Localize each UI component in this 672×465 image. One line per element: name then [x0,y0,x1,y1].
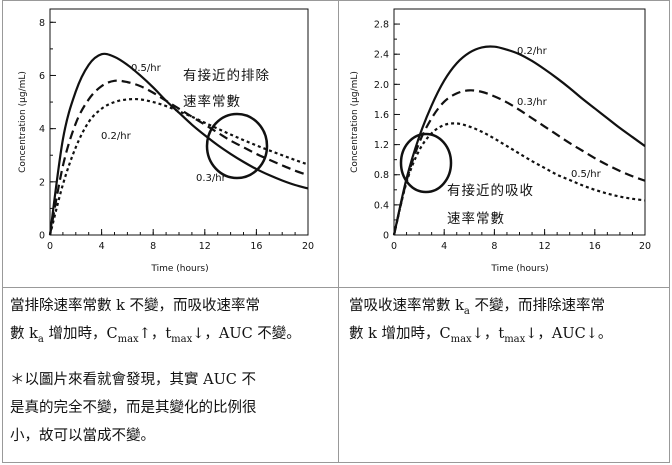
right-annotation-line-1: 有接近的吸收 [447,182,534,199]
right-y-axis-label: Concentration (μg/mL) [350,71,360,173]
right-series-lines [392,45,646,236]
left-x-axis-label: Time (hours) [150,264,208,274]
left-series-line-2 [48,97,309,236]
right-y-tick-label: 1.2 [374,140,389,151]
right-x-ticks: 0 4 8 12 16 20 [391,229,651,252]
left-x-ticks: 0 4 8 12 16 20 [47,229,314,252]
right-series-label-0: 0.2/hr [517,46,548,57]
left-x-tick-label: 8 [150,241,156,252]
left-y-tick-label: 4 [39,124,45,135]
left-y-tick-label: 6 [39,71,45,82]
right-series-line-0 [392,45,646,236]
left-series-label-1: 0.3/hr [196,173,227,184]
right-y-tick-label: 0.8 [374,170,389,181]
right-y-tick-label: 1.6 [374,110,389,121]
right-y-tick-label: 2.8 [374,20,389,31]
right-x-tick-label: 16 [589,241,601,252]
table-column-divider [338,0,339,463]
right-highlight-circle [399,132,453,194]
left-series-line-0 [48,52,309,236]
right-y-tick-label: 0.4 [374,200,389,211]
left-explanation-cell: 當排除速率常數 k 不變，而吸收速率常 數 ka 增加時，Cmax↑，tmax↓… [10,292,332,450]
left-y-tick-label: 0 [39,231,45,242]
left-series-lines [48,52,309,236]
right-series-label-2: 0.5/hr [571,169,602,180]
right-x-tick-label: 8 [491,241,497,252]
left-x-tick-label: 4 [99,241,105,252]
left-plot-frame [49,8,309,236]
right-y-tick-label: 0 [383,231,389,242]
left-x-tick-label: 0 [47,241,53,252]
left-series-line-1 [48,79,309,236]
right-x-axis-label: Time (hours) [490,264,548,274]
left-y-axis-label: Concentration (μg/mL) [18,71,28,173]
right-x-tick-label: 20 [639,241,651,252]
right-series-line-1 [392,89,646,236]
left-highlight-circle [205,112,269,180]
right-x-tick-label: 4 [441,241,447,252]
right-plot-frame [393,8,646,236]
left-annotation-line-2: 速率常數 [183,93,241,110]
right-y-tick-label: 2.0 [374,80,389,91]
right-x-tick-label: 12 [539,241,551,252]
right-chart: 0 0.4 0.8 1.2 1.6 2.0 2.4 2.8 0 4 8 12 16 20 Time (h… [350,8,651,274]
right-series-label-1: 0.3/hr [517,97,548,108]
left-y-tick-label: 8 [39,18,45,29]
right-x-tick-label: 0 [391,241,397,252]
right-explanation-p1: 當吸收速率常數 ka 不變，而排除速率常 數 k 增加時，Cmax↓，tmax↓… [349,298,613,345]
left-y-ticks: 0 2 4 6 8 [39,18,56,242]
left-series-label-0: 0.5/hr [131,63,162,74]
left-explanation-p1: 當排除速率常數 k 不變，而吸收速率常 數 ka 增加時，Cmax↑，tmax↓… [10,298,301,345]
right-y-tick-label: 2.4 [374,50,389,61]
left-annotation-line-1: 有接近的排除 [183,67,270,84]
left-y-tick-label: 2 [39,177,45,188]
right-y-ticks: 0 0.4 0.8 1.2 1.6 2.0 2.4 2.8 [374,8,400,242]
left-x-tick-label: 16 [250,241,262,252]
left-series-label-2: 0.2/hr [101,131,132,142]
left-x-tick-label: 20 [302,241,314,252]
right-series-line-2 [392,122,646,236]
left-explanation-note: ＊以圖片來看就會發現，其實 AUC 不 是真的完全不變，而是其變化的比例很 小，… [10,372,257,444]
left-x-tick-label: 12 [199,241,211,252]
right-annotation-line-2: 速率常數 [447,210,505,227]
left-chart: 0 2 4 6 8 0 4 8 12 16 20 Time (hours) Concentrati… [18,8,314,274]
right-explanation-cell: 當吸收速率常數 ka 不變，而排除速率常 數 k 增加時，Cmax↓，tmax↓… [349,292,665,348]
table-row-divider [2,287,670,288]
